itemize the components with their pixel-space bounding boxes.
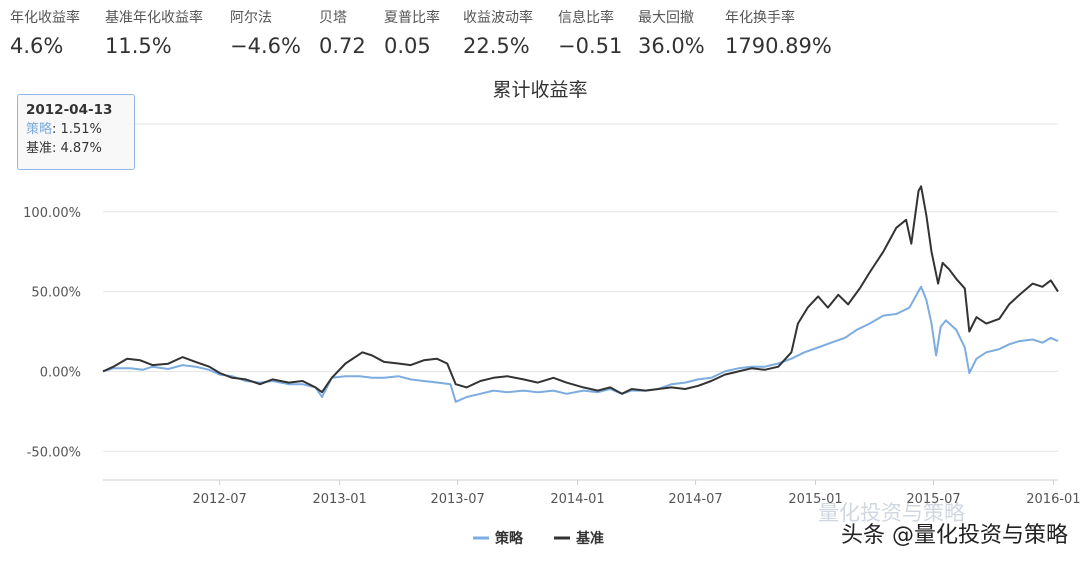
metric-volatility: 收益波动率 22.5% [463, 8, 558, 58]
y-tick-label: 50.00% [31, 286, 81, 301]
x-tick-label: 2015-07 [906, 492, 960, 507]
chart-series[interactable] [102, 185, 1059, 403]
metric-value: 36.0% [638, 34, 705, 58]
chart-grid [103, 123, 1058, 452]
tooltip-strategy-label: 策略 [26, 122, 53, 137]
watermark: 头条 @量化投资与策略 [841, 523, 1068, 548]
tooltip-date: 2012-04-13 [26, 102, 113, 118]
metric-information-ratio: 信息比率 −0.51 [558, 8, 638, 58]
x-tick-label: 2015-01 [788, 492, 842, 507]
y-tick-label: 0.00% [40, 365, 81, 380]
metric-max-drawdown: 最大回撤 36.0% [638, 8, 725, 58]
metric-value: 22.5% [463, 34, 530, 58]
tooltip-benchmark-label: 基准 [26, 141, 53, 156]
x-tick-label: 2012-07 [193, 492, 247, 507]
x-tick-label: 2014-01 [550, 492, 604, 507]
x-tick-label: 2013-01 [312, 492, 366, 507]
metric-label: 年化收益率 [10, 10, 80, 26]
metric-turnover: 年化换手率 1790.89% [725, 8, 845, 58]
metric-label: 最大回撤 [638, 10, 694, 26]
metric-label: 贝塔 [319, 10, 347, 26]
tooltip-strategy-row: 策略: 1.51% [26, 120, 126, 139]
metric-value: 0.72 [319, 34, 366, 58]
metric-beta: 贝塔 0.72 [319, 8, 384, 58]
metric-value: 1790.89% [725, 34, 832, 58]
y-tick-label: 100.00% [23, 206, 81, 221]
metric-value: −0.51 [558, 34, 623, 58]
legend-item-benchmark[interactable]: 基准 [554, 530, 604, 547]
x-tick-label: 2013-07 [430, 492, 484, 507]
metric-value: 4.6% [10, 34, 64, 58]
metric-label: 基准年化收益率 [105, 10, 203, 26]
metric-label: 年化换手率 [725, 10, 795, 26]
x-tick-label: 2016-01 [1026, 492, 1080, 507]
chart-title: 累计收益率 [492, 79, 587, 101]
chart-legend[interactable]: 策略 基准 [473, 530, 604, 547]
metric-value: 11.5% [105, 34, 172, 58]
metric-sharpe: 夏普比率 0.05 [384, 8, 463, 58]
metric-label: 信息比率 [558, 10, 614, 26]
x-tick-label: 2014-07 [668, 492, 722, 507]
metric-annual-return: 年化收益率 4.6% [10, 8, 105, 58]
series-line-benchmark[interactable] [102, 185, 1059, 395]
tooltip-benchmark-value: : 4.87% [52, 141, 102, 156]
metric-label: 阿尔法 [230, 10, 272, 26]
metric-benchmark-annual-return: 基准年化收益率 11.5% [105, 8, 230, 58]
legend-label: 策略 [494, 530, 524, 547]
watermark-faint: 量化投资与策略 [818, 501, 965, 525]
legend-label: 基准 [576, 530, 604, 547]
metrics-bar: 年化收益率 4.6% 基准年化收益率 11.5% 阿尔法 −4.6% 贝塔 0.… [10, 8, 845, 58]
metric-label: 夏普比率 [384, 10, 440, 26]
metric-value: 0.05 [384, 34, 431, 58]
tooltip-benchmark-row: 基准: 4.87% [26, 139, 126, 158]
chart-tooltip: 2012-04-13 策略: 1.51% 基准: 4.87% [17, 94, 135, 170]
metric-alpha: 阿尔法 −4.6% [230, 8, 319, 58]
tooltip-strategy-value: : 1.51% [52, 122, 102, 137]
legend-item-strategy[interactable]: 策略 [473, 530, 524, 547]
x-axis: 2012-07 2013-01 2013-07 2014-01 2014-07 2015-… [103, 479, 1080, 507]
metric-label: 收益波动率 [463, 10, 533, 26]
series-line-strategy[interactable] [102, 285, 1059, 403]
y-tick-label: -50.00% [27, 445, 81, 460]
metric-value: −4.6% [230, 34, 301, 58]
y-axis: 100.00% 50.00% 0.00% -50.00% [23, 206, 81, 460]
